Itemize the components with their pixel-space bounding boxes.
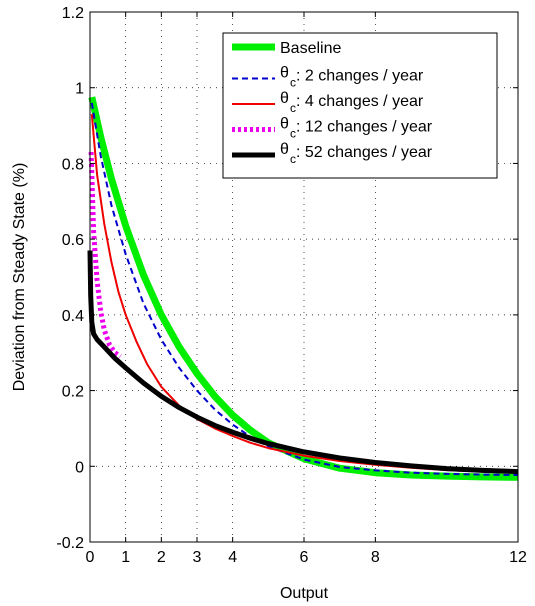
x-tick-label: 12 [509, 549, 527, 566]
series-group [87, 96, 519, 481]
x-tick-label: 0 [86, 549, 95, 566]
y-tick-label: 0.6 [62, 232, 84, 249]
y-tick-label: 1.2 [62, 5, 84, 22]
tick-marks [89, 11, 519, 543]
x-axis-label: Output [280, 585, 329, 602]
series-line-4 [88, 152, 122, 359]
legend-theta: θ [280, 90, 289, 107]
x-tick-label: 3 [193, 549, 202, 566]
legend-theta: θ [280, 141, 289, 158]
legend-label: : 4 changes / year [296, 93, 424, 110]
y-tick-label: 0.4 [62, 308, 84, 325]
x-tick-label: 4 [228, 549, 237, 566]
x-tick-labels: 0 1 2 3 4 6 8 12 [86, 549, 527, 566]
legend-subscript: c [290, 76, 296, 90]
y-tick-label: 0.2 [62, 384, 84, 401]
y-tick-label: 0 [75, 459, 84, 476]
legend-theta: θ [280, 65, 289, 82]
legend-subscript: c [290, 101, 296, 115]
legend-label: : 2 changes / year [296, 68, 424, 85]
legend-label: : 52 changes / year [296, 144, 433, 161]
y-tick-label: -0.2 [56, 535, 84, 552]
grid-lines [90, 12, 518, 542]
legend-theta: θ [280, 116, 289, 133]
x-tick-label: 6 [300, 549, 309, 566]
series-line-1 [88, 96, 519, 481]
y-axis-label: Deviation from Steady State (%) [11, 163, 28, 392]
x-tick-label: 2 [157, 549, 166, 566]
x-tick-label: 1 [121, 549, 130, 566]
series-line-2 [90, 102, 519, 476]
series-line-5 [87, 250, 519, 475]
y-tick-label: 0.8 [62, 156, 84, 173]
y-tick-labels: -0.2 0 0.2 0.4 0.6 0.8 1 1.2 [56, 5, 84, 552]
legend-label: Baseline [280, 40, 341, 57]
x-tick-label: 8 [371, 549, 380, 566]
y-tick-label: 1 [75, 81, 84, 98]
legend-subscript: c [290, 152, 296, 166]
legend-label: : 12 changes / year [296, 119, 433, 136]
legend-subscript: c [290, 127, 296, 141]
